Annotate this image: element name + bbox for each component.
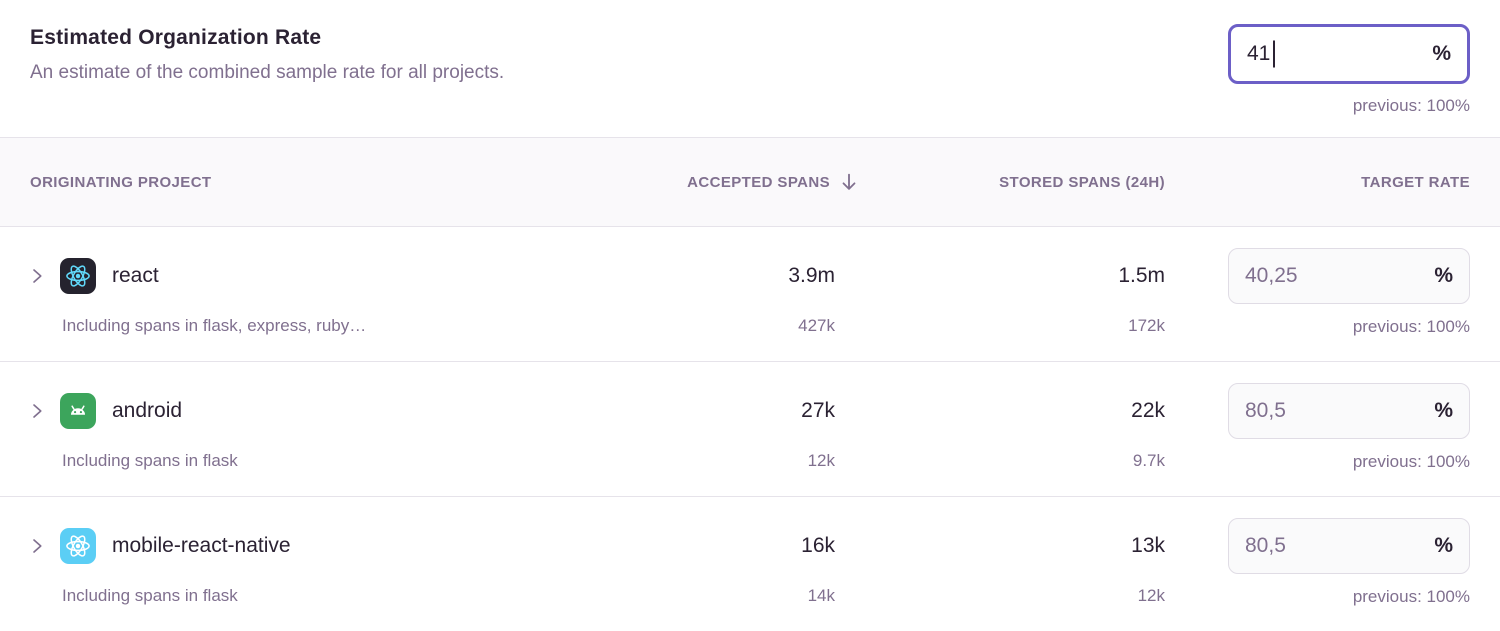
target-rate-cell: % previous: 100%: [1165, 383, 1500, 496]
stored-spans-cell: 22k 9.7k: [860, 383, 1165, 496]
project-subtext: Including spans in flask: [62, 451, 238, 470]
accepted-spans-value: 16k: [801, 534, 835, 557]
target-rate-previous: previous: 100%: [1352, 452, 1470, 471]
accepted-spans-subvalue: 427k: [798, 316, 835, 335]
text-caret: [1273, 40, 1275, 68]
org-rate-previous: previous: 100%: [1352, 96, 1470, 115]
target-rate-input[interactable]: [1245, 534, 1435, 558]
accepted-spans-cell: 16k 14k: [555, 518, 860, 631]
react-native-icon: [60, 528, 96, 564]
project-subtext: Including spans in flask, express, ruby…: [62, 316, 367, 335]
stored-spans-label: STORED SPANS (24H): [999, 173, 1165, 191]
stored-spans-value: 1.5m: [1118, 264, 1165, 287]
page-subtitle: An estimate of the combined sample rate …: [30, 62, 505, 83]
expand-chevron-icon[interactable]: [28, 537, 46, 555]
table-row: react Including spans in flask, express,…: [0, 227, 1500, 362]
expand-chevron-icon[interactable]: [28, 267, 46, 285]
stored-spans-value: 22k: [1131, 399, 1165, 422]
table-row: android Including spans in flask 27k 12k…: [0, 362, 1500, 497]
project-name[interactable]: react: [112, 264, 159, 287]
target-rate-input[interactable]: [1245, 399, 1435, 423]
table-row: mobile-react-native Including spans in f…: [0, 497, 1500, 631]
expand-chevron-icon[interactable]: [28, 402, 46, 420]
stored-spans-subvalue: 9.7k: [1132, 451, 1165, 470]
stored-spans-subvalue: 172k: [1128, 316, 1165, 335]
accepted-spans-subvalue: 12k: [807, 451, 835, 470]
react-icon: [60, 258, 96, 294]
stored-spans-cell: 1.5m 172k: [860, 248, 1165, 361]
accepted-spans-label: ACCEPTED SPANS: [687, 173, 830, 191]
target-rate-input-box[interactable]: %: [1228, 383, 1470, 439]
column-header-originating-project: ORIGINATING PROJECT: [30, 173, 212, 191]
accepted-spans-subvalue: 14k: [807, 586, 835, 605]
org-rate-block: % previous: 100%: [1228, 24, 1470, 137]
percent-suffix: %: [1432, 42, 1451, 65]
table-header: ORIGINATING PROJECT ACCEPTED SPANS STORE…: [0, 137, 1500, 227]
target-rate-previous: previous: 100%: [1352, 587, 1470, 606]
percent-suffix: %: [1434, 534, 1453, 557]
percent-suffix: %: [1434, 264, 1453, 287]
accepted-spans-value: 3.9m: [788, 264, 835, 287]
target-rate-input-box[interactable]: %: [1228, 518, 1470, 574]
project-cell: android Including spans in flask: [0, 383, 555, 496]
target-rate-input[interactable]: [1245, 264, 1435, 288]
project-subtext: Including spans in flask: [62, 586, 238, 605]
column-header-stored-spans[interactable]: STORED SPANS (24H): [860, 174, 1165, 191]
target-rate-cell: % previous: 100%: [1165, 248, 1500, 361]
android-icon: [60, 393, 96, 429]
accepted-spans-value: 27k: [801, 399, 835, 422]
percent-suffix: %: [1434, 399, 1453, 422]
column-header-accepted-spans[interactable]: ACCEPTED SPANS: [555, 171, 860, 193]
page-title: Estimated Organization Rate: [30, 26, 322, 49]
org-rate-text: Estimated Organization Rate An estimate …: [30, 26, 504, 137]
column-header-target-rate: TARGET RATE: [1165, 174, 1500, 191]
project-cell: react Including spans in flask, express,…: [0, 248, 555, 361]
target-rate-cell: % previous: 100%: [1165, 518, 1500, 631]
estimated-org-rate-section: Estimated Organization Rate An estimate …: [0, 0, 1500, 137]
accepted-spans-cell: 27k 12k: [555, 383, 860, 496]
target-rate-input-box[interactable]: %: [1228, 248, 1470, 304]
accepted-spans-cell: 3.9m 427k: [555, 248, 860, 361]
org-rate-input[interactable]: [1247, 42, 1433, 66]
sort-descending-icon: [838, 171, 860, 193]
stored-spans-subvalue: 12k: [1137, 586, 1165, 605]
target-rate-previous: previous: 100%: [1352, 317, 1470, 336]
stored-spans-cell: 13k 12k: [860, 518, 1165, 631]
project-name[interactable]: android: [112, 399, 183, 422]
org-rate-input-box[interactable]: %: [1228, 24, 1470, 84]
project-cell: mobile-react-native Including spans in f…: [0, 518, 555, 631]
stored-spans-value: 13k: [1131, 534, 1165, 557]
project-name[interactable]: mobile-react-native: [112, 534, 291, 557]
target-rate-label: TARGET RATE: [1361, 173, 1470, 191]
